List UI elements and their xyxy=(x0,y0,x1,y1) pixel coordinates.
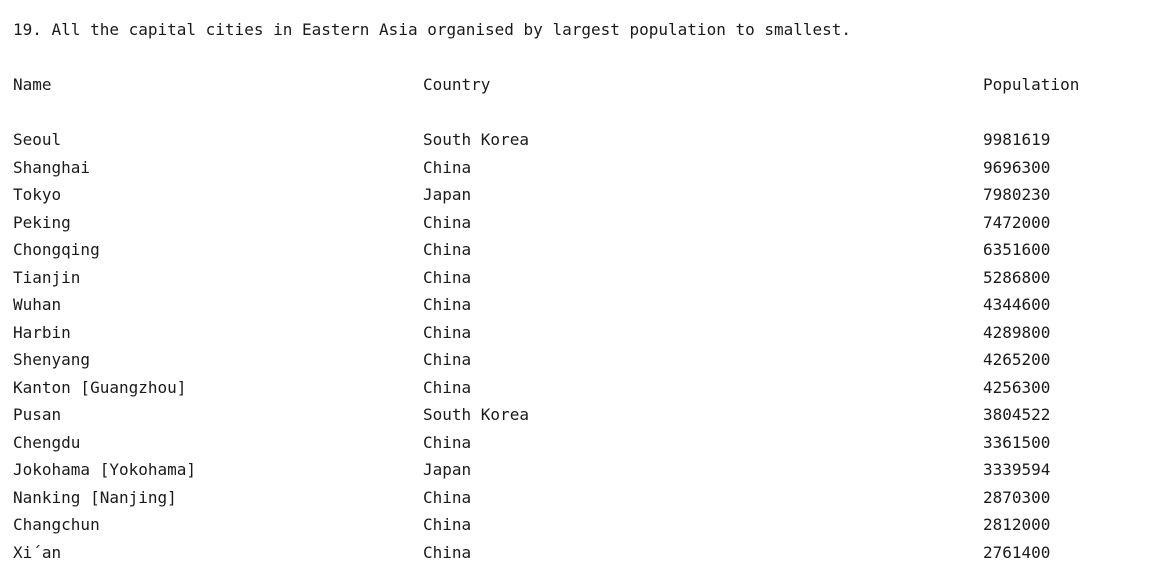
cell-name: Shanghai xyxy=(13,158,90,178)
table-row: Jokohama [Yokohama] Japan 3339594 xyxy=(0,460,1171,488)
table-row: Tokyo Japan 7980230 xyxy=(0,185,1171,213)
cell-name: Nanking [Nanjing] xyxy=(13,488,177,508)
header-population: Population xyxy=(983,75,1079,95)
cell-country: South Korea xyxy=(423,405,529,425)
table-row: Xi´an China 2761400 xyxy=(0,543,1171,570)
table-row: Wuhan China 4344600 xyxy=(0,295,1171,323)
cell-country: China xyxy=(423,350,471,370)
cell-population: 4289800 xyxy=(983,323,1050,343)
cell-country: China xyxy=(423,488,471,508)
cell-country: China xyxy=(423,295,471,315)
cell-country: Japan xyxy=(423,185,471,205)
cell-name: Harbin xyxy=(13,323,71,343)
cell-country: China xyxy=(423,378,471,398)
cell-population: 2870300 xyxy=(983,488,1050,508)
cell-name: Jokohama [Yokohama] xyxy=(13,460,196,480)
cell-population: 7472000 xyxy=(983,213,1050,233)
table-header: Name Country Population xyxy=(0,75,1171,95)
report-title: 19. All the capital cities in Eastern As… xyxy=(13,20,851,40)
cell-country: China xyxy=(423,515,471,535)
cell-country: China xyxy=(423,323,471,343)
cell-name: Pusan xyxy=(13,405,61,425)
table-row: Peking China 7472000 xyxy=(0,213,1171,241)
cell-country: China xyxy=(423,433,471,453)
cell-population: 6351600 xyxy=(983,240,1050,260)
table-body: Seoul South Korea 9981619 Shanghai China 9696… xyxy=(0,130,1171,570)
cell-name: Peking xyxy=(13,213,71,233)
cell-population: 3361500 xyxy=(983,433,1050,453)
cell-population: 9981619 xyxy=(983,130,1050,150)
table-row: Chongqing China 6351600 xyxy=(0,240,1171,268)
cell-population: 5286800 xyxy=(983,268,1050,288)
cell-name: Xi´an xyxy=(13,543,61,563)
cell-name: Tianjin xyxy=(13,268,80,288)
cell-name: Tokyo xyxy=(13,185,61,205)
table-row: Shanghai China 9696300 xyxy=(0,158,1171,186)
cell-country: China xyxy=(423,543,471,563)
cell-country: South Korea xyxy=(423,130,529,150)
header-country: Country xyxy=(423,75,490,95)
cell-name: Chengdu xyxy=(13,433,80,453)
table-row: Harbin China 4289800 xyxy=(0,323,1171,351)
table-row: Shenyang China 4265200 xyxy=(0,350,1171,378)
cell-population: 4265200 xyxy=(983,350,1050,370)
cell-country: China xyxy=(423,240,471,260)
table-row: Tianjin China 5286800 xyxy=(0,268,1171,296)
table-row: Seoul South Korea 9981619 xyxy=(0,130,1171,158)
table-row: Kanton [Guangzhou] China 4256300 xyxy=(0,378,1171,406)
table-row: Changchun China 2812000 xyxy=(0,515,1171,543)
cell-population: 4344600 xyxy=(983,295,1050,315)
header-name: Name xyxy=(13,75,52,95)
cell-name: Chongqing xyxy=(13,240,100,260)
cell-name: Shenyang xyxy=(13,350,90,370)
cell-population: 7980230 xyxy=(983,185,1050,205)
cell-population: 3339594 xyxy=(983,460,1050,480)
cell-country: China xyxy=(423,268,471,288)
table-row: Nanking [Nanjing] China 2870300 xyxy=(0,488,1171,516)
cell-population: 2761400 xyxy=(983,543,1050,563)
cell-country: Japan xyxy=(423,460,471,480)
cell-population: 3804522 xyxy=(983,405,1050,425)
cell-population: 2812000 xyxy=(983,515,1050,535)
table-row: Pusan South Korea 3804522 xyxy=(0,405,1171,433)
cell-name: Seoul xyxy=(13,130,61,150)
cell-name: Changchun xyxy=(13,515,100,535)
table-row: Chengdu China 3361500 xyxy=(0,433,1171,461)
cell-population: 4256300 xyxy=(983,378,1050,398)
cell-country: China xyxy=(423,213,471,233)
cell-name: Wuhan xyxy=(13,295,61,315)
cell-name: Kanton [Guangzhou] xyxy=(13,378,186,398)
cell-population: 9696300 xyxy=(983,158,1050,178)
cell-country: China xyxy=(423,158,471,178)
